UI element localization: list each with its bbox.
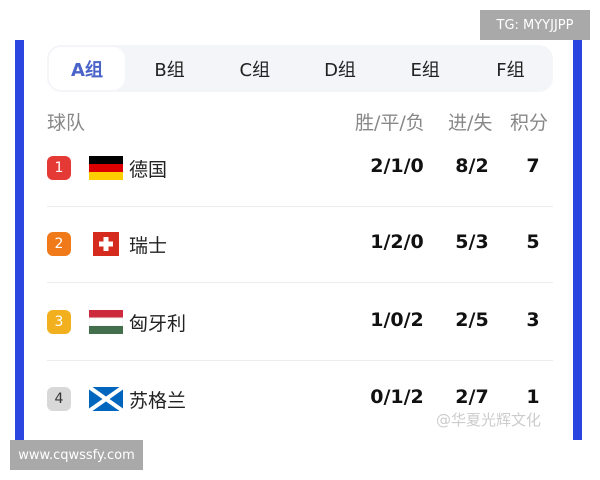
goals-value: 2/7 — [455, 386, 489, 408]
hungary-flag-icon — [88, 310, 124, 334]
table-row[interactable]: 2 瑞士 1/2/0 5/3 5 — [47, 223, 553, 263]
team-name: 瑞士 — [129, 235, 168, 257]
wdl-value: 1/0/2 — [370, 309, 424, 331]
tab-group-a[interactable]: A组 — [49, 47, 125, 90]
tab-group-c[interactable]: C组 — [239, 59, 271, 81]
table-row[interactable]: 3 匈牙利 1/0/2 2/5 3 — [47, 301, 553, 341]
right-border — [573, 40, 582, 440]
points-value: 5 — [526, 231, 540, 253]
wdl-value: 1/2/0 — [370, 231, 424, 253]
switzerland-flag-icon — [89, 232, 123, 256]
points-value: 3 — [526, 309, 540, 331]
tab-group-f[interactable]: F组 — [496, 59, 525, 81]
points-value: 7 — [526, 155, 540, 177]
watermark-bottom: www.cqwssfy.com — [10, 440, 143, 470]
wdl-value: 0/1/2 — [370, 386, 424, 408]
row-divider — [47, 282, 553, 283]
goals-value: 5/3 — [455, 231, 489, 253]
scotland-flag-icon — [87, 385, 125, 413]
goals-value: 2/5 — [455, 309, 489, 331]
tab-group-e[interactable]: E组 — [410, 59, 440, 81]
table-row[interactable]: 1 德国 2/1/0 8/2 7 — [47, 147, 553, 187]
team-name: 匈牙利 — [129, 313, 187, 335]
rank-badge: 3 — [47, 310, 71, 334]
wdl-value: 2/1/0 — [370, 155, 424, 177]
group-tabs: A组 B组 C组 D组 E组 F组 — [47, 45, 553, 92]
germany-flag-icon — [89, 156, 123, 180]
rank-badge: 1 — [47, 156, 71, 180]
left-border — [15, 40, 24, 440]
rank-badge: 4 — [47, 387, 71, 411]
header-goals: 进/失 — [448, 112, 493, 134]
tab-group-b[interactable]: B组 — [154, 59, 185, 81]
header-team: 球队 — [47, 112, 86, 134]
rank-badge: 2 — [47, 232, 71, 256]
header-points: 积分 — [510, 112, 549, 134]
tab-group-d[interactable]: D组 — [324, 59, 356, 81]
team-name: 苏格兰 — [129, 390, 187, 412]
table-row[interactable]: 4 苏格兰 0/1/2 2/7 1 — [47, 378, 553, 418]
row-divider — [47, 206, 553, 207]
header-wdl: 胜/平/负 — [355, 112, 425, 134]
goals-value: 8/2 — [455, 155, 489, 177]
watermark-top: TG: MYYJJPP — [480, 10, 590, 40]
row-divider — [47, 360, 553, 361]
watermark-corner: @华夏光辉文化 — [436, 411, 542, 429]
points-value: 1 — [526, 386, 540, 408]
team-name: 德国 — [129, 159, 168, 181]
